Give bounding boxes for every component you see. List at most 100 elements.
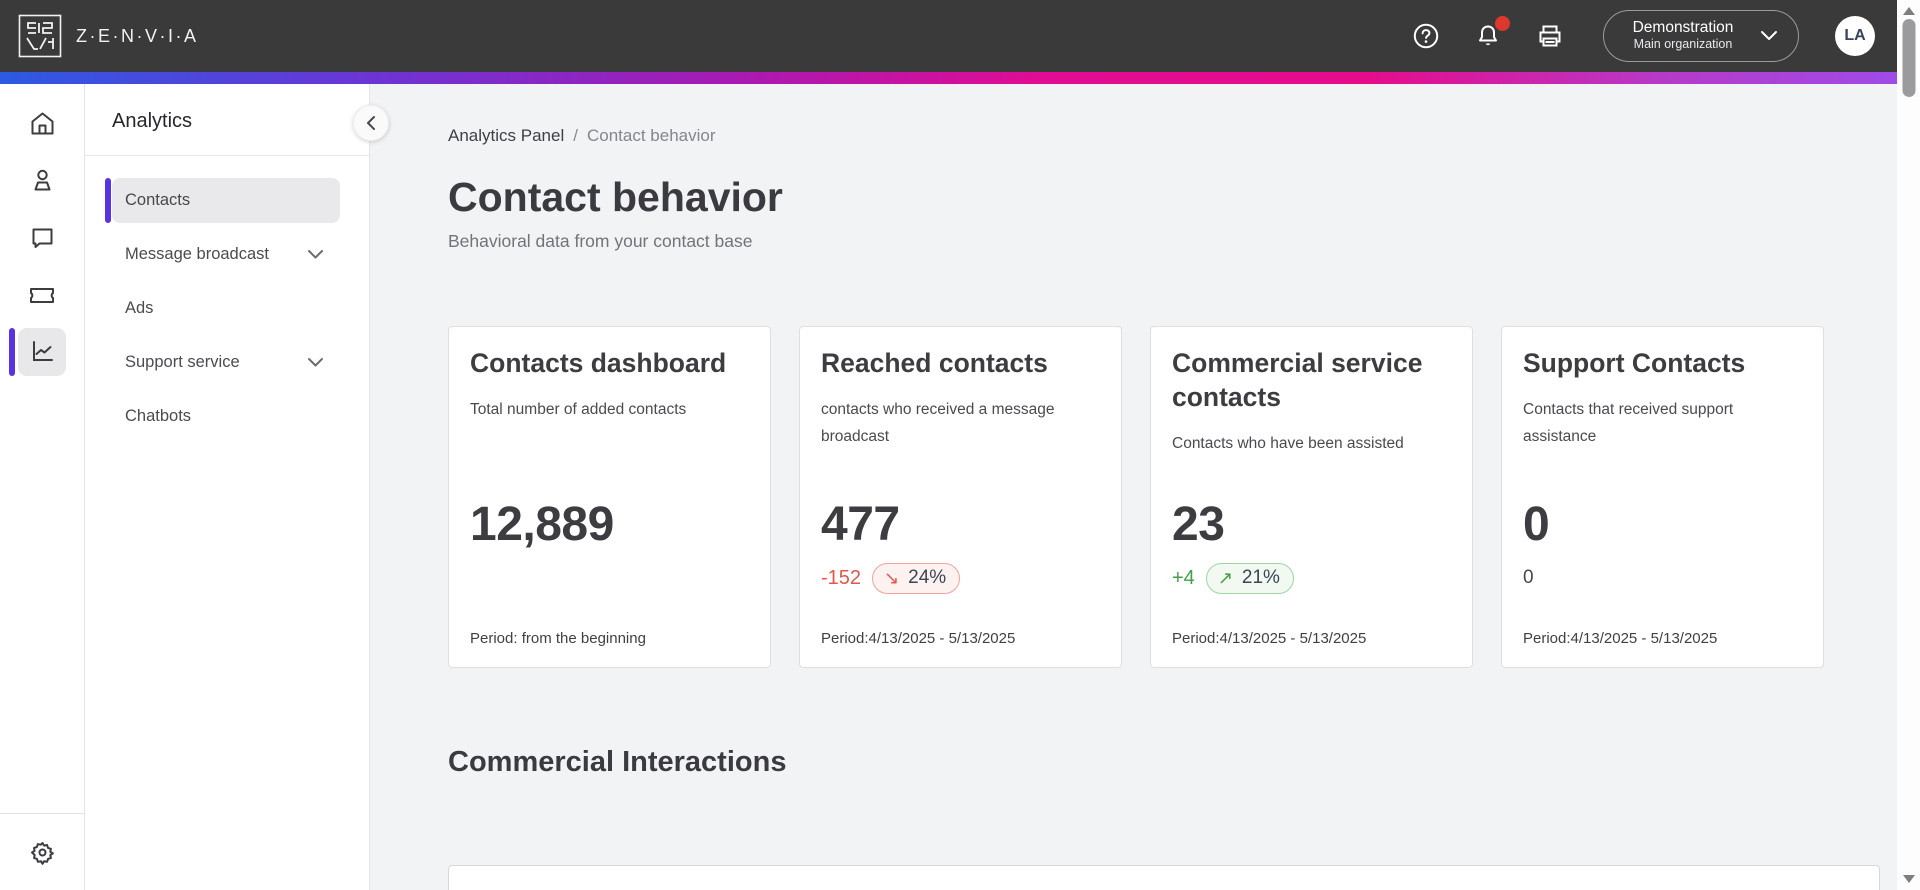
sidebar-item-label: Ads [125,299,154,317]
trend-percent: 21% [1241,566,1280,588]
sidebar-item-support-service[interactable]: Support service [112,340,340,385]
sidebar-item-ads[interactable]: Ads [112,286,340,331]
organization-labels: Demonstration Main organization [1624,18,1742,53]
help-button[interactable] [1413,23,1439,49]
print-button[interactable] [1537,23,1563,49]
rail-item-home[interactable] [0,95,84,152]
brand-wordmark: Z·E·N·V·I·A [76,25,199,46]
rail-item-tickets[interactable] [0,266,84,323]
sidebar-divider [85,155,369,156]
icon-nav-rail [0,84,85,890]
chevron-down-icon [308,358,323,367]
bell-icon [1479,25,1497,46]
active-rail-indicator [9,328,15,376]
page-subtitle: Behavioral data from your contact base [448,231,753,251]
zenvia-brand: Z·E·N·V·I·A [18,14,198,58]
rail-item-contacts[interactable] [0,152,84,209]
card-value: 0 [1523,498,1550,551]
delta-value: +4 [1172,566,1195,589]
card-description: Contacts that received support assistanc… [1523,400,1734,446]
rail-bottom-section [0,813,84,890]
gear-icon [30,841,54,865]
card-title: Reached contacts [821,348,1048,378]
vertical-scrollbar[interactable] [1897,0,1920,890]
card-reached-contacts: Reached contacts contacts who received a… [799,326,1122,668]
card-period: Period:4/13/2025 - 5/13/2025 [821,630,1016,647]
active-item-indicator [105,178,111,223]
breadcrumb: Analytics Panel / Contact behavior [448,126,1824,146]
card-delta-row [470,560,748,596]
card-title: Commercial service contacts [1172,348,1423,412]
header-actions: Demonstration Main organization LA [1413,10,1875,62]
user-icon [34,169,50,191]
sidebar-item-chatbots[interactable]: Chatbots [112,394,340,439]
card-title: Contacts dashboard [470,348,727,378]
main-content: Analytics Panel / Contact behavior Conta… [370,84,1897,890]
card-delta-row: 0 [1523,560,1801,596]
printer-icon [1539,25,1561,47]
ticket-icon [30,287,54,303]
help-icon [1413,23,1439,49]
chat-bubble-icon [32,228,52,248]
section-title-commercial-interactions: Commercial Interactions [448,746,787,778]
sidebar-collapse-button[interactable] [353,105,389,141]
organization-name: Demonstration [1632,19,1734,36]
delta-value: -152 [821,566,862,589]
commercial-interactions-panel [448,865,1880,890]
top-header-bar: Z·E·N·V·I·A [0,0,1897,72]
analytics-sidebar: Analytics Contacts Message broadcast [85,84,370,890]
chevron-down-icon [308,250,323,259]
card-description: Total number of added contacts [470,400,687,418]
scrollbar-thumb[interactable] [1902,19,1915,97]
stat-cards-row: Contacts dashboard Total number of added… [448,326,1824,668]
sidebar-item-label: Message broadcast [125,245,269,263]
card-period: Period: from the beginning [470,630,646,647]
chevron-left-icon [367,116,375,130]
organization-scope: Main organization [1633,37,1733,52]
sidebar-menu: Contacts Message broadcast Ads Support s… [85,156,369,439]
sidebar-item-label: Support service [125,353,240,371]
rail-item-conversations[interactable] [0,209,84,266]
card-title: Support Contacts [1523,348,1746,378]
trend-down-icon: ↘ [884,567,900,588]
card-value: 23 [1172,498,1225,551]
sidebar-item-label: Chatbots [125,407,192,425]
chevron-down-icon [1761,30,1777,40]
trend-up-icon: ↗ [1217,567,1233,588]
card-period: Period:4/13/2025 - 5/13/2025 [1523,630,1718,647]
scroll-up-arrow-icon[interactable] [1902,7,1915,15]
rail-item-settings[interactable] [18,828,66,876]
trend-percent: 24% [908,566,947,588]
sidebar-title: Analytics [112,110,193,132]
trend-badge-negative: ↘ 24% [872,562,961,594]
card-value: 477 [821,498,900,551]
card-description: Contacts who have been assisted [1172,434,1404,452]
zenvia-logo-icon [18,14,62,58]
sidebar-item-message-broadcast[interactable]: Message broadcast [112,232,340,277]
sidebar-item-contacts[interactable]: Contacts [105,178,340,223]
card-value: 12,889 [470,498,614,551]
brand-gradient-bar [0,72,1897,84]
card-support-contacts: Support Contacts Contacts that received … [1501,326,1824,668]
scroll-down-arrow-icon[interactable] [1902,875,1915,883]
line-chart-icon [32,341,53,361]
user-avatar[interactable]: LA [1835,16,1875,56]
page-title: Contact behavior [448,174,783,220]
breadcrumb-current: Contact behavior [586,126,716,145]
secondary-value: 0 [1523,567,1534,588]
card-commercial-service-contacts: Commercial service contacts Contacts who… [1150,326,1473,668]
organization-switcher[interactable]: Demonstration Main organization [1603,10,1799,62]
notification-unread-badge [1495,16,1510,31]
notifications-button[interactable] [1475,16,1510,49]
card-delta-row: +4 ↗ 21% [1172,560,1450,596]
breadcrumb-separator: / [573,126,578,145]
trend-badge-positive: ↗ 21% [1205,562,1294,594]
card-contacts-dashboard: Contacts dashboard Total number of added… [448,326,771,668]
sidebar-item-label: Contacts [125,191,191,209]
card-description: contacts who received a message broadcas… [821,400,1055,446]
breadcrumb-analytics-panel[interactable]: Analytics Panel [448,126,565,145]
card-period: Period:4/13/2025 - 5/13/2025 [1172,630,1367,647]
rail-item-analytics[interactable] [0,323,84,380]
